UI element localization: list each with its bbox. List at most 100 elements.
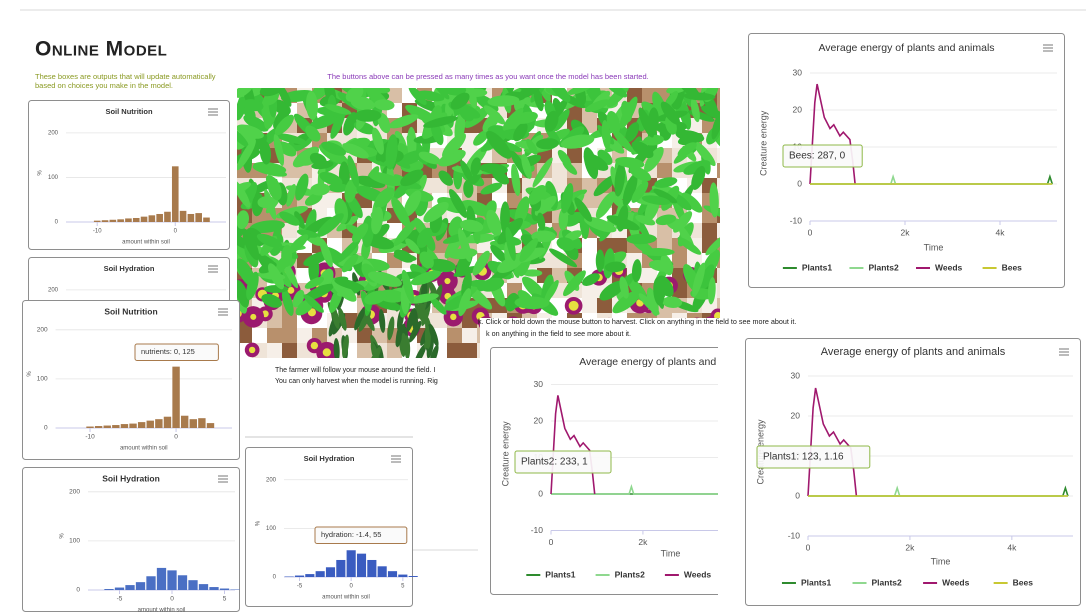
y-tick-label: 30 xyxy=(793,67,803,77)
histogram-bar xyxy=(164,212,171,222)
x-axis-label: Time xyxy=(924,242,944,252)
histogram-bar xyxy=(181,416,188,428)
x-tick-label: -10 xyxy=(85,434,95,441)
legend-label: Weeds xyxy=(935,262,963,272)
y-tick-label: 0 xyxy=(538,488,543,498)
y-tick-label: 0 xyxy=(44,425,48,432)
field-tile xyxy=(447,328,462,343)
histogram-bar xyxy=(121,424,128,428)
x-axis-label: amount within soil xyxy=(138,608,186,614)
x-tick-label: 2k xyxy=(905,542,915,552)
histogram-bar xyxy=(104,589,113,590)
y-tick-label: -10 xyxy=(788,530,801,540)
flower-center xyxy=(569,301,579,311)
histogram-bar xyxy=(295,576,304,577)
histogram-bar xyxy=(95,426,102,428)
histogram-bar xyxy=(409,576,418,577)
x-axis-label: amount within soil xyxy=(122,240,170,246)
y-tick-label: 30 xyxy=(791,370,801,380)
legend-label: Plants2 xyxy=(868,262,899,272)
field-tile xyxy=(702,223,717,238)
y-tick-label: 200 xyxy=(69,489,80,496)
legend-label: Plants1 xyxy=(802,262,833,272)
histogram-bar xyxy=(112,425,119,428)
x-tick-label: 2k xyxy=(901,227,911,237)
instruction-line: k on anything in the field to see more a… xyxy=(486,329,631,338)
histogram-bar xyxy=(136,582,145,590)
histogram-bar xyxy=(180,211,187,222)
histogram-bar xyxy=(207,423,214,428)
field-tile xyxy=(252,328,267,343)
histogram-bar xyxy=(104,426,111,428)
chart-title: Soil Hydration xyxy=(304,454,355,463)
field-tile xyxy=(267,343,282,358)
histogram-bar xyxy=(209,587,218,590)
field-tile xyxy=(612,238,627,253)
x-tick-label: 4k xyxy=(996,227,1006,237)
histogram-bar xyxy=(94,221,101,222)
legend-label: Weeds xyxy=(684,569,712,579)
legend-label: Plants1 xyxy=(545,569,576,579)
histogram-bar xyxy=(129,424,136,428)
histogram-bar xyxy=(188,214,195,222)
flower-center xyxy=(450,314,456,320)
histogram-bar xyxy=(388,571,397,577)
flower-center xyxy=(249,347,255,353)
histogram-bar xyxy=(188,580,197,590)
histogram-bar xyxy=(138,422,145,428)
field-tile xyxy=(357,343,372,358)
histogram-bar xyxy=(316,571,325,577)
y-tick-label: 100 xyxy=(69,538,80,545)
histogram-bar xyxy=(347,550,356,577)
y-tick-label: 100 xyxy=(266,526,277,532)
tooltip: Plants2: 233, 1 xyxy=(521,457,588,468)
output-note: These boxes are outputs that will update… xyxy=(35,72,235,90)
x-tick-label: 2k xyxy=(638,537,648,547)
y-tick-label: 100 xyxy=(48,175,59,181)
y-tick-label: 0 xyxy=(795,490,800,500)
field-tile xyxy=(282,343,297,358)
histogram-bar xyxy=(155,419,162,428)
field-tile xyxy=(582,298,597,313)
x-axis-label: amount within soil xyxy=(322,595,370,601)
y-tick-label: 20 xyxy=(791,410,801,420)
histogram-bar xyxy=(157,568,166,590)
y-tick-label: -10 xyxy=(790,215,803,225)
histogram-bar xyxy=(133,218,140,222)
line-chart: Average energy of plants and animals -10 0… xyxy=(746,339,1081,606)
x-axis-label: Time xyxy=(661,548,681,558)
histogram-chart: Soil Hydration0100200-505amount within s… xyxy=(246,448,418,607)
field-tile xyxy=(462,328,477,343)
histogram-bar xyxy=(172,367,179,428)
y-tick-label: 200 xyxy=(48,287,59,293)
tooltip: Bees: 287, 0 xyxy=(789,151,846,162)
y-axis-label: % xyxy=(256,520,262,526)
legend-label: Plants2 xyxy=(615,569,646,579)
histogram-bar xyxy=(156,214,163,222)
histogram-bar xyxy=(167,570,176,590)
y-tick-label: 200 xyxy=(266,477,277,483)
histogram-chart: Soil Nutrition0100200-100amount within s… xyxy=(29,101,230,250)
chart-title: Average energy of plants and animals xyxy=(821,346,1006,358)
legend-label: Plants1 xyxy=(801,577,832,587)
histogram-bar xyxy=(149,215,156,222)
x-tick-label: 0 xyxy=(549,537,554,547)
x-tick-label: -5 xyxy=(117,596,123,603)
y-tick-label: 200 xyxy=(48,130,59,136)
y-tick-label: 0 xyxy=(76,587,80,594)
flower-center xyxy=(444,278,450,284)
field-tile xyxy=(582,238,597,253)
x-tick-label: -10 xyxy=(93,229,102,235)
field-tile xyxy=(582,253,597,268)
field-tile xyxy=(447,343,462,358)
legend-label: Bees xyxy=(1013,577,1034,587)
chart-title: Average energy of plants and an xyxy=(579,356,731,368)
histogram-bar xyxy=(125,585,134,590)
histogram-bar xyxy=(178,575,187,590)
y-tick-label: -10 xyxy=(531,525,544,535)
legend-label: Plants2 xyxy=(872,577,903,587)
y-axis-label: % xyxy=(60,533,66,539)
line-chart: Average energy of plants and animals-100… xyxy=(749,34,1065,288)
y-tick-label: 20 xyxy=(534,415,544,425)
